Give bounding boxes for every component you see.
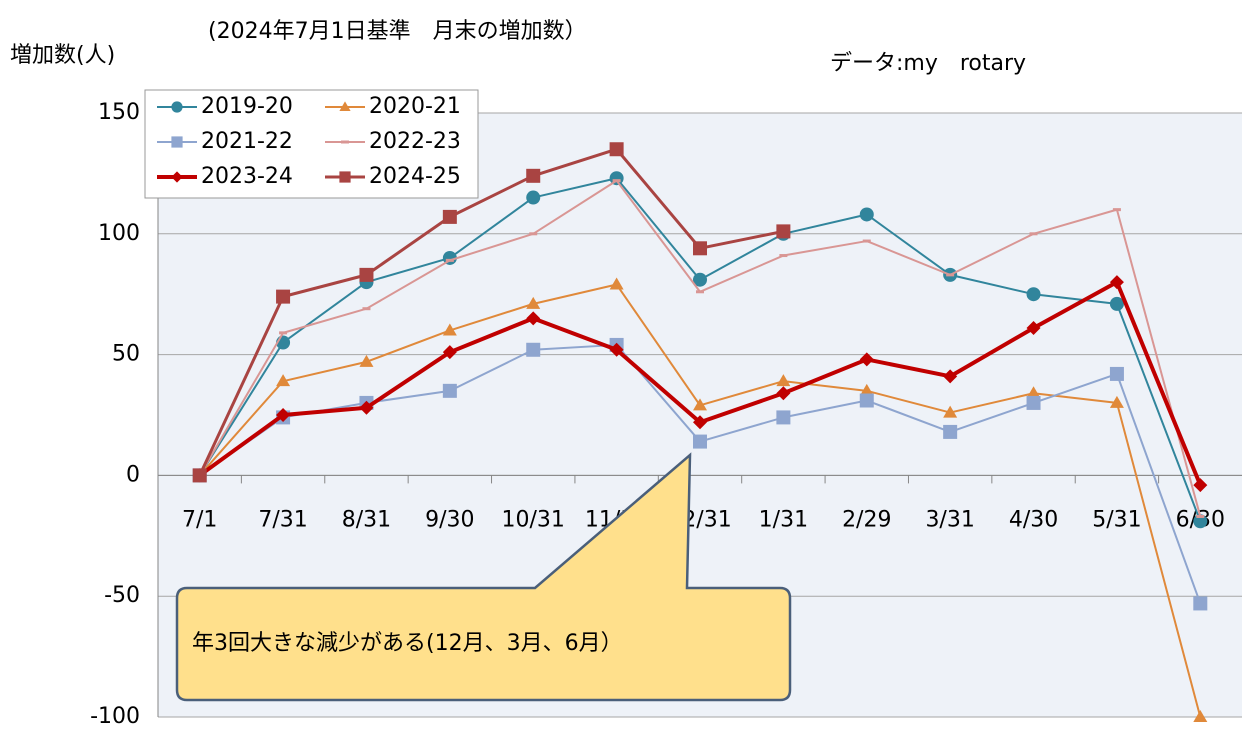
data-point — [943, 369, 958, 384]
data-point — [776, 410, 791, 425]
data-point — [526, 190, 541, 205]
data-point — [1029, 232, 1038, 236]
data-point — [776, 374, 791, 387]
x-tick-label: 8/31 — [342, 507, 391, 532]
legend: 2019-20 2020-21 2021-22 2022-23 2023-24 2024-… — [144, 89, 479, 199]
data-point — [779, 254, 788, 258]
x-tick-label: 4/30 — [1009, 507, 1058, 532]
x-tick-label: 9/30 — [425, 507, 474, 532]
data-point — [359, 354, 374, 367]
y-axis-label: 増加数(人) — [10, 43, 115, 68]
x-tick-label: 10/31 — [502, 507, 565, 532]
legend-marker — [171, 101, 183, 113]
data-point — [1196, 514, 1205, 518]
data-point — [442, 323, 457, 336]
data-point — [442, 345, 457, 360]
data-point — [776, 386, 791, 401]
data-point — [1109, 296, 1124, 311]
y-tick-label: 100 — [98, 221, 140, 246]
data-point — [526, 168, 541, 183]
x-tick-label: 2/29 — [842, 507, 891, 532]
legend-label: 2020-21 — [369, 94, 461, 119]
data-point — [693, 398, 707, 411]
legend-marker — [339, 101, 351, 111]
data-point — [192, 468, 207, 483]
chart-title: (2024年7月1日基準 月末の増加数） — [208, 19, 587, 44]
data-point — [609, 142, 624, 157]
legend-marker — [171, 136, 183, 148]
data-point — [693, 241, 707, 256]
callout-box — [175, 452, 792, 702]
legend-marker — [339, 171, 351, 183]
data-point — [693, 272, 707, 287]
legend-marker — [341, 140, 349, 144]
data-point — [1026, 386, 1041, 399]
data-point — [1109, 366, 1124, 381]
data-point — [359, 267, 374, 282]
source: データ:my rotary — [830, 51, 1026, 76]
callout: 年3回大きな減少がある(12月、3月、6月） — [175, 452, 792, 702]
y-tick-label: -50 — [104, 583, 140, 608]
series-line — [198, 147, 784, 477]
data-point — [612, 179, 621, 183]
data-point — [859, 352, 874, 367]
data-point — [859, 393, 874, 408]
legend-label: 2023-24 — [201, 164, 293, 189]
x-tick-label: 7/31 — [258, 507, 307, 532]
legend-label: 2024-25 — [369, 164, 461, 189]
data-point — [609, 342, 624, 357]
data-point — [862, 239, 871, 243]
data-point — [359, 400, 374, 415]
data-point — [279, 331, 288, 335]
legend-label: 2022-23 — [369, 129, 461, 154]
data-point — [943, 424, 958, 439]
data-point — [859, 207, 874, 222]
legend-marker — [171, 171, 183, 183]
data-point — [696, 290, 704, 294]
data-point — [859, 383, 874, 396]
y-tick-label: 150 — [98, 100, 140, 125]
data-point — [943, 405, 958, 418]
data-point — [1026, 321, 1041, 336]
y-tick-label: 50 — [112, 342, 140, 367]
legend-label: 2021-22 — [201, 129, 293, 154]
x-tick-label: 1/31 — [759, 507, 808, 532]
data-point — [526, 311, 541, 326]
data-point — [609, 277, 624, 290]
x-tick-label: 5/31 — [1092, 507, 1141, 532]
data-point — [1193, 710, 1208, 722]
data-point — [276, 289, 291, 304]
data-point — [276, 374, 291, 387]
data-point — [442, 383, 457, 398]
y-tick-label: 0 — [126, 462, 140, 487]
data-point — [1026, 395, 1041, 410]
legend-label: 2019-20 — [201, 94, 293, 119]
data-point — [442, 209, 457, 224]
data-point — [693, 434, 707, 449]
data-point — [362, 307, 371, 311]
y-tick-label: -100 — [90, 704, 140, 729]
legend-box — [144, 89, 479, 199]
data-point — [1193, 596, 1208, 611]
data-point — [1109, 395, 1124, 408]
data-point — [526, 296, 541, 309]
data-point — [776, 224, 791, 239]
x-tick-label: 7/1 — [182, 507, 217, 532]
data-point — [276, 408, 291, 422]
data-point — [693, 415, 707, 430]
annotation: 年3回大きな減少がある(12月、3月、6月） — [192, 631, 623, 656]
x-tick-label: 3/31 — [925, 507, 974, 532]
data-point — [445, 258, 454, 262]
data-point — [1109, 275, 1124, 290]
data-point — [526, 342, 541, 357]
data-point — [1112, 208, 1121, 212]
data-point — [529, 232, 538, 236]
data-point — [1193, 478, 1208, 493]
data-point — [1026, 287, 1041, 302]
data-point — [946, 273, 955, 277]
